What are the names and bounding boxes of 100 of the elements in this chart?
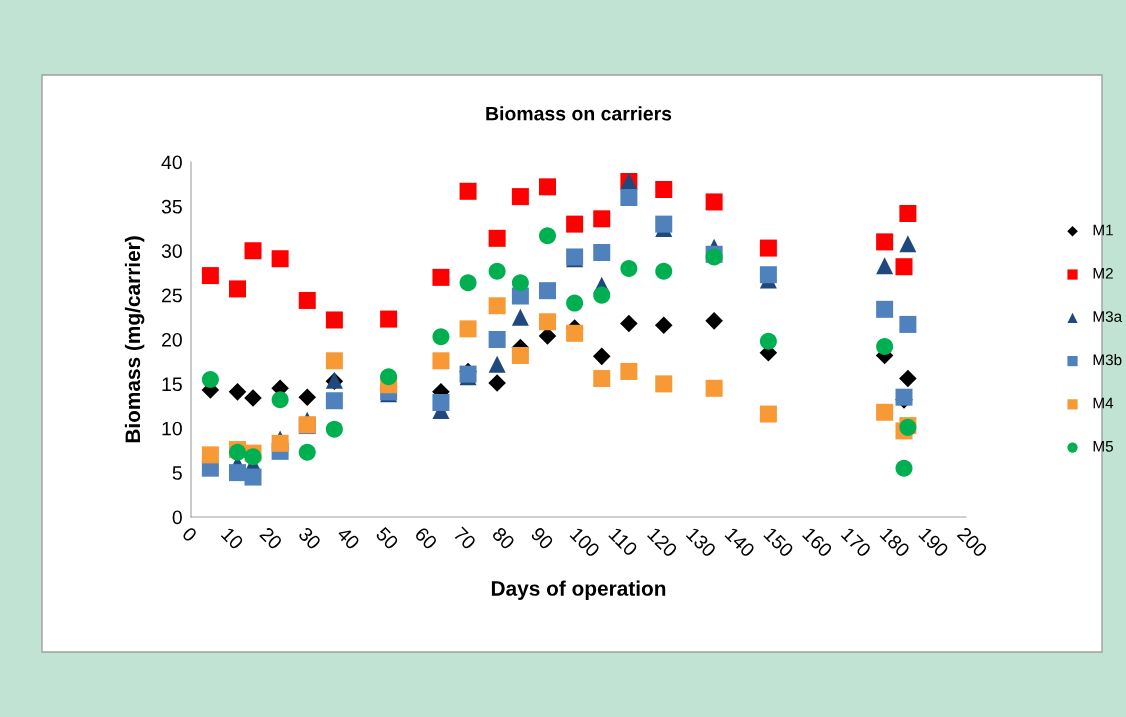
- point: [538, 178, 557, 196]
- x-tick-label: 50: [375, 526, 400, 551]
- point: [511, 274, 529, 292]
- point: [655, 215, 673, 233]
- point: [459, 182, 477, 200]
- y-tick-label: 15: [162, 377, 182, 392]
- point: [876, 338, 894, 356]
- point: [432, 352, 450, 370]
- point: [228, 383, 247, 401]
- point: [488, 330, 506, 349]
- point: [432, 268, 450, 286]
- point: [620, 362, 638, 380]
- point: [759, 239, 777, 257]
- x-tick-label: 110: [608, 526, 639, 557]
- point: [899, 204, 917, 222]
- point: [593, 370, 611, 388]
- y-tick-label: 0: [172, 510, 182, 525]
- point: [876, 403, 894, 421]
- point: [325, 392, 343, 410]
- point: [655, 375, 673, 393]
- point: [488, 374, 506, 392]
- point: [566, 324, 584, 342]
- legend-label: M3a: [1093, 311, 1123, 322]
- y-tick-label: 30: [161, 244, 182, 258]
- point: [593, 210, 611, 228]
- point: [459, 274, 477, 292]
- point: [876, 233, 894, 251]
- point: [538, 227, 557, 245]
- point: [488, 355, 506, 373]
- point: [244, 448, 262, 466]
- legend-label: M1: [1093, 224, 1113, 236]
- point: [876, 300, 894, 318]
- point: [566, 215, 584, 233]
- point: [459, 320, 477, 338]
- point: [876, 257, 894, 275]
- point: [593, 244, 611, 262]
- y-tick-label: 10: [162, 421, 182, 436]
- x-tick-label: 60: [414, 526, 438, 551]
- point: [201, 370, 219, 388]
- point: [620, 188, 638, 207]
- x-tick-label: 190: [918, 526, 950, 558]
- point: [201, 446, 219, 464]
- point: [271, 434, 289, 452]
- x-tick-label: 10: [220, 526, 245, 551]
- point: [566, 294, 584, 312]
- point: [899, 369, 917, 388]
- point: [511, 308, 529, 326]
- point: [432, 394, 450, 412]
- x-tick-label: 140: [724, 526, 756, 558]
- x-tick-label: 40: [336, 526, 361, 551]
- x-tick-label: 20: [259, 526, 283, 551]
- point: [620, 259, 638, 278]
- y-axis-title: Biomass (mg/carrier): [124, 236, 145, 443]
- point: [488, 297, 506, 315]
- legend-label: M2: [1093, 267, 1113, 279]
- y-tick-label: 5: [172, 466, 182, 480]
- point: [705, 193, 723, 211]
- point: [228, 464, 247, 482]
- point: [380, 368, 398, 386]
- point: [654, 316, 673, 335]
- point: [271, 250, 289, 268]
- legend-label: M4: [1093, 397, 1114, 409]
- point: [655, 181, 673, 199]
- point: [538, 313, 557, 331]
- point: [244, 242, 262, 260]
- y-tick-label: 25: [162, 288, 182, 303]
- point: [325, 352, 343, 370]
- point: [488, 262, 506, 280]
- point: [592, 347, 611, 366]
- x-tick-label: 80: [491, 526, 516, 551]
- x-tick-label: 160: [801, 526, 834, 558]
- y-tick-label: 20: [162, 332, 182, 347]
- point: [511, 188, 529, 206]
- point: [488, 229, 506, 247]
- legend-label: M3b: [1093, 354, 1122, 366]
- x-tick-label: 150: [763, 526, 795, 558]
- point: [380, 310, 398, 328]
- point: [620, 314, 638, 333]
- x-axis-title: Days of operation: [491, 580, 666, 600]
- x-tick-label: 120: [646, 526, 679, 558]
- point: [271, 391, 289, 409]
- point: [244, 468, 262, 486]
- point: [325, 420, 343, 438]
- point: [228, 280, 247, 298]
- point: [895, 258, 913, 276]
- x-tick-label: 30: [297, 526, 322, 551]
- x-tick-label: 130: [685, 526, 717, 558]
- point: [759, 266, 777, 284]
- x-tick-label: 170: [840, 526, 872, 558]
- point: [899, 315, 917, 333]
- x-tick-label: 180: [879, 526, 911, 558]
- x-tick-label: 70: [452, 526, 477, 551]
- point: [593, 286, 611, 304]
- point: [899, 235, 917, 253]
- point: [432, 328, 450, 346]
- y-tick-label: 35: [161, 199, 182, 214]
- point: [895, 459, 913, 477]
- point: [759, 332, 777, 350]
- legend-label: M5: [1093, 441, 1113, 452]
- point: [705, 312, 723, 330]
